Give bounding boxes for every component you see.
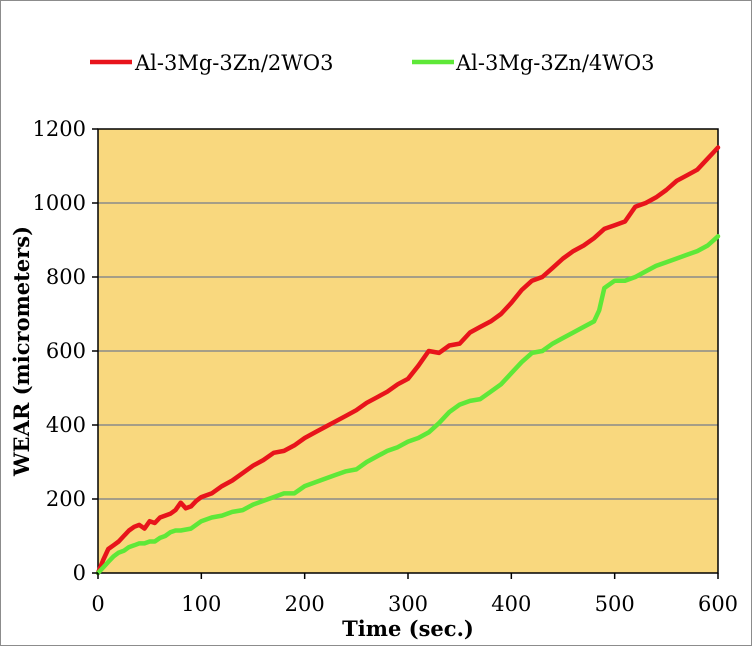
y-tick-label-600: 600 (46, 339, 86, 363)
y-tick-label-1200: 1200 (33, 117, 86, 141)
y-axis-title: WEAR (micrometers) (9, 226, 34, 477)
x-tick-label-600: 600 (698, 592, 738, 616)
x-tick-label-100: 100 (181, 592, 221, 616)
legend-label-1: Al-3Mg-3Zn/2WO3 (134, 51, 333, 75)
y-tick-label-1000: 1000 (33, 191, 86, 215)
series-line-2 (95, 234, 721, 576)
legend-label-2: Al-3Mg-3Zn/4WO3 (455, 51, 654, 75)
x-axis-title: Time (sec.) (342, 616, 474, 641)
x-tick-label-500: 500 (595, 592, 635, 616)
legend: Al-3Mg-3Zn/2WO3 Al-3Mg-3Zn/4WO3 (90, 51, 654, 75)
y-tick-label-400: 400 (46, 413, 86, 437)
y-tick-label-0: 0 (73, 561, 86, 585)
x-tick-label-200: 200 (285, 592, 325, 616)
y-tick-label-200: 200 (46, 487, 86, 511)
x-tick-label-300: 300 (388, 592, 428, 616)
x-tick-label-0: 0 (91, 592, 104, 616)
x-tick-label-400: 400 (491, 592, 531, 616)
series-line-1 (95, 145, 721, 576)
y-tick-label-800: 800 (46, 265, 86, 289)
